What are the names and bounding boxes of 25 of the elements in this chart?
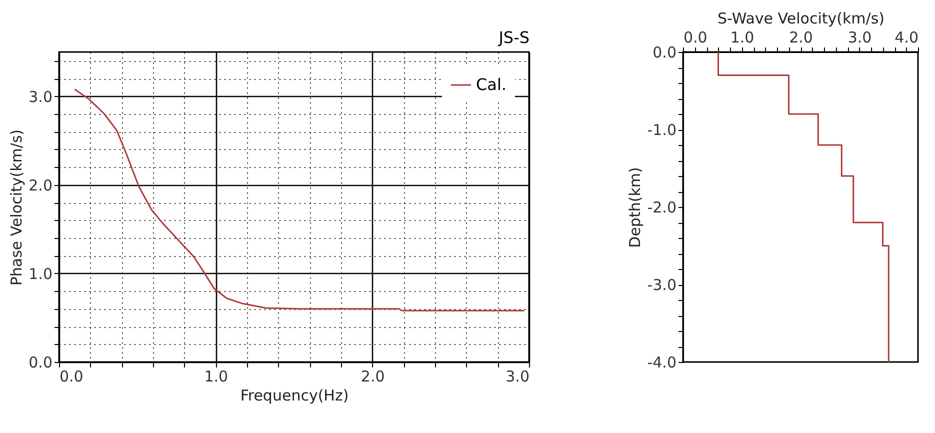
y-tick-label: 3.0 — [28, 88, 52, 106]
y-tick-label: -3.0 — [647, 276, 676, 294]
y-tick-label: -2.0 — [647, 198, 676, 216]
x-tick-label: 2.0 — [360, 368, 385, 386]
x-tick-label: 0.0 — [60, 368, 84, 386]
x-tick-label: 3.0 — [848, 28, 872, 46]
y-tick-label: 0.0 — [652, 44, 676, 62]
y-axis-title: Depth(km) — [626, 167, 644, 248]
x-axis-title: S-Wave Velocity(km/s) — [718, 10, 884, 28]
y-tick-label: 0.0 — [28, 354, 52, 372]
x-tick-label: 2.0 — [789, 28, 813, 46]
y-tick-label: 2.0 — [28, 176, 52, 194]
x-axis-title: Frequency(Hz) — [240, 386, 349, 404]
x-tick-label: 1.0 — [730, 28, 754, 46]
x-tick-label: 0.0 — [684, 28, 708, 46]
y-tick-label: -1.0 — [647, 121, 676, 139]
line-series — [718, 52, 890, 362]
legend-label: Cal. — [476, 75, 507, 94]
chart-title: JS-S — [498, 28, 530, 47]
x-tick-label: 4.0 — [894, 28, 918, 46]
x-tick-label: 3.0 — [506, 368, 530, 386]
y-axis-title: Phase Velocity(km/s) — [8, 129, 26, 286]
x-tick-label: 1.0 — [204, 368, 228, 386]
y-tick-label: -4.0 — [647, 354, 676, 372]
y-tick-label: 1.0 — [28, 264, 52, 283]
